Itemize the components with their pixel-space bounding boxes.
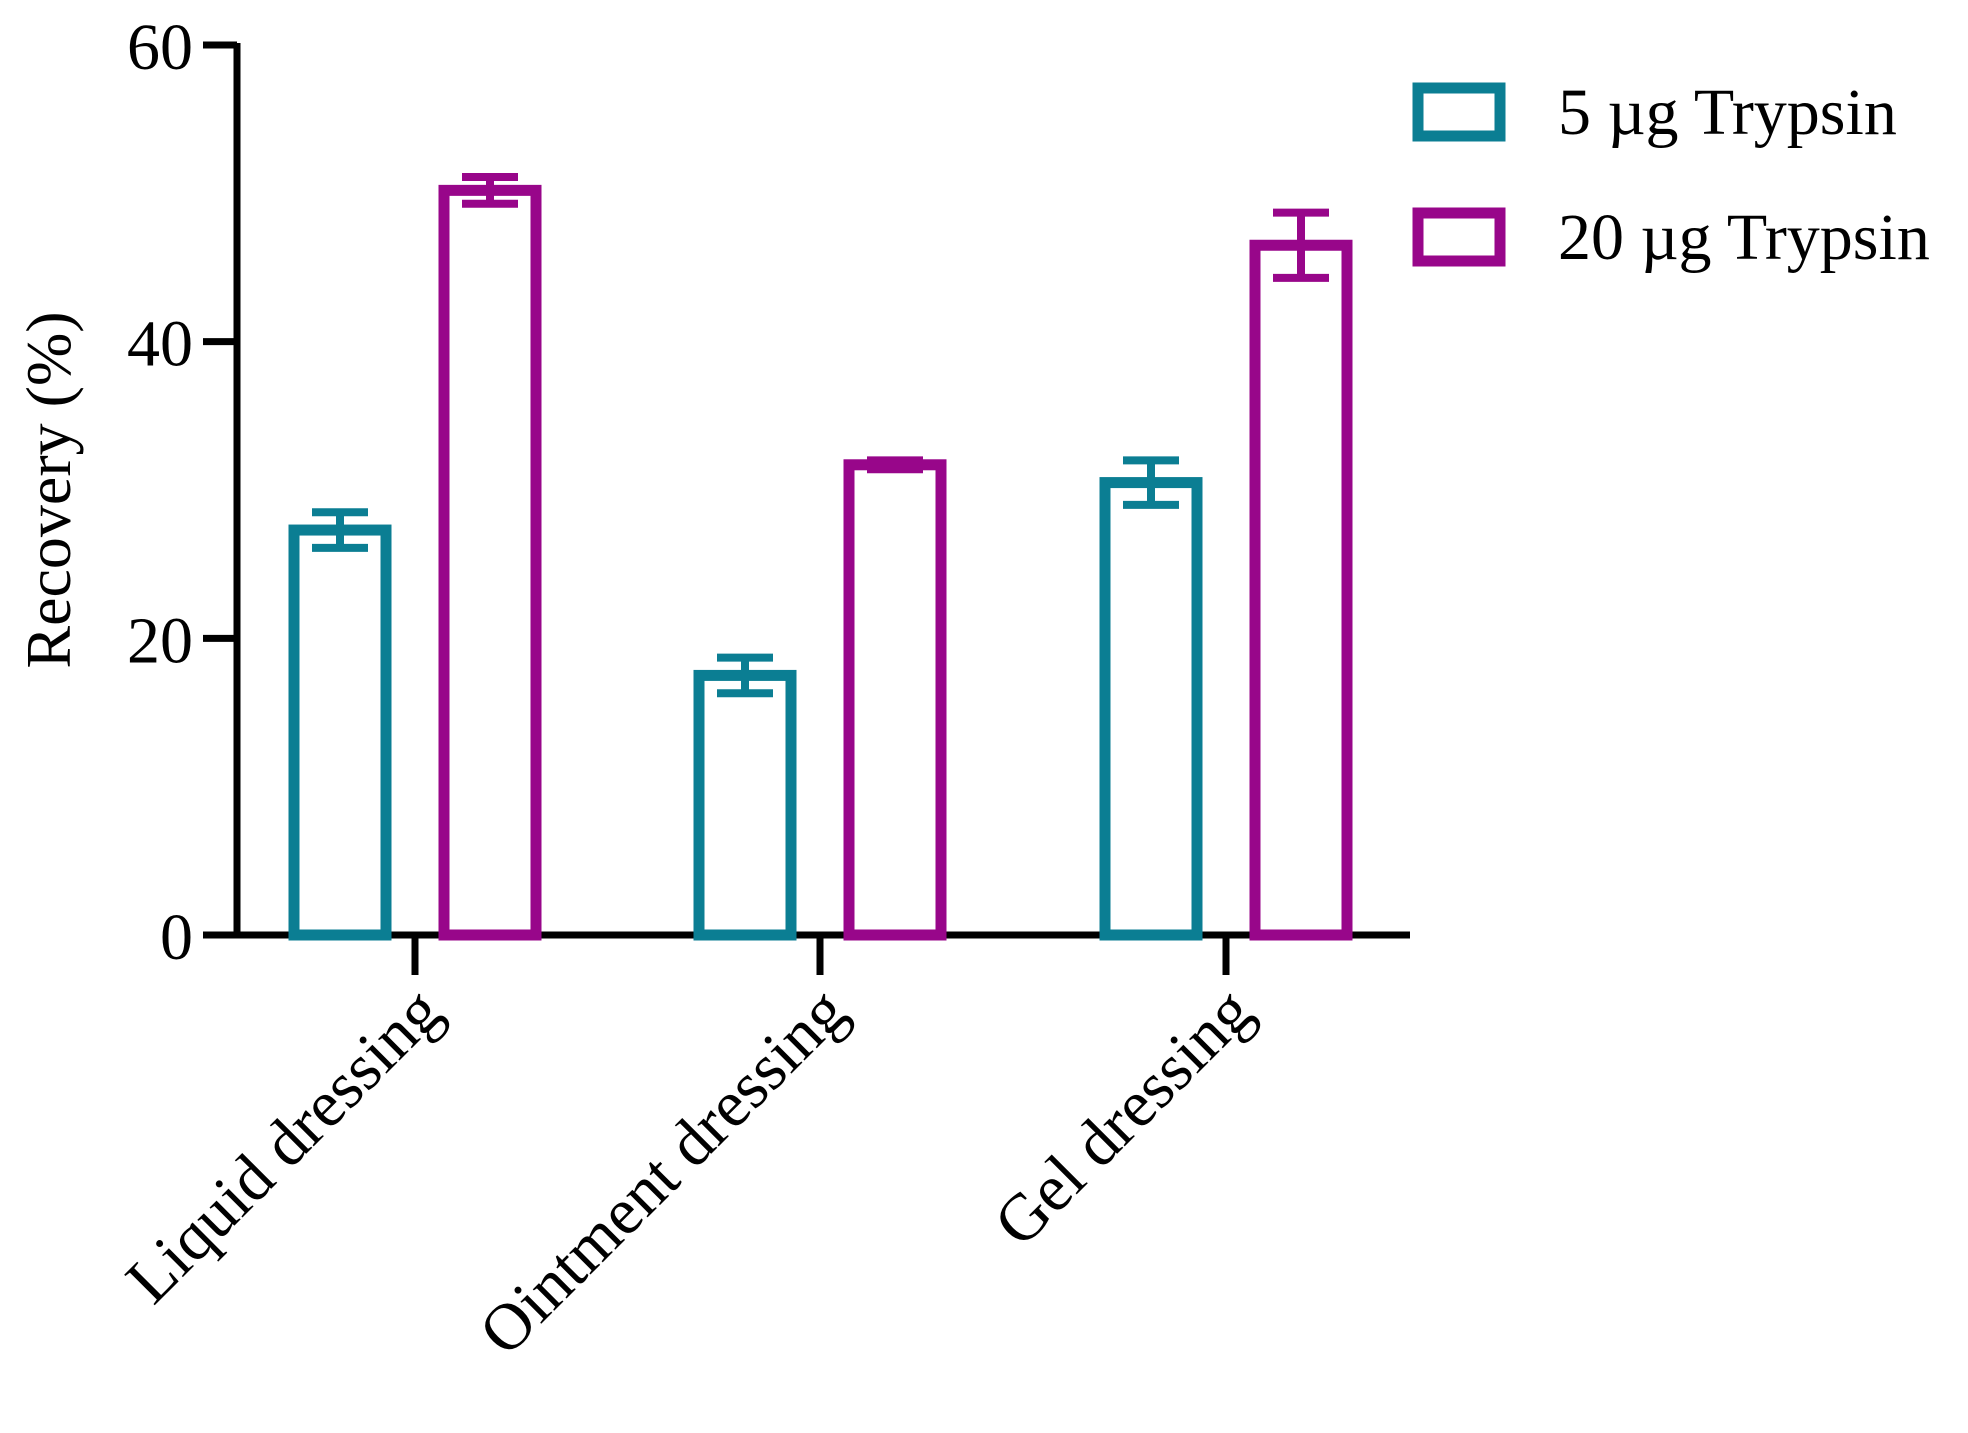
bar — [1249, 239, 1353, 941]
bar — [438, 184, 542, 941]
y-tick-label: 40 — [127, 308, 193, 381]
legend-label: 5 µg Trypsin — [1558, 76, 1897, 149]
bars — [288, 173, 1353, 941]
x-tick-label: Gel dressing — [980, 974, 1266, 1260]
legend: 5 µg Trypsin 20 µg Trypsin — [1412, 76, 1930, 274]
legend-swatch — [1412, 82, 1506, 142]
legend-label: 20 µg Trypsin — [1558, 201, 1930, 274]
bar — [1099, 477, 1203, 941]
bar — [693, 669, 797, 941]
bar — [288, 524, 392, 941]
x-tick-label: Liquid dressing — [112, 974, 455, 1317]
y-tick-label: 20 — [127, 604, 193, 677]
bar — [843, 459, 947, 941]
y-tick-label: 0 — [160, 901, 193, 974]
x-tick-label: Ointment dressing — [465, 974, 860, 1369]
y-axis-label: Recovery (%) — [13, 311, 84, 668]
legend-swatch — [1412, 207, 1506, 267]
y-tick-label: 60 — [127, 11, 193, 84]
